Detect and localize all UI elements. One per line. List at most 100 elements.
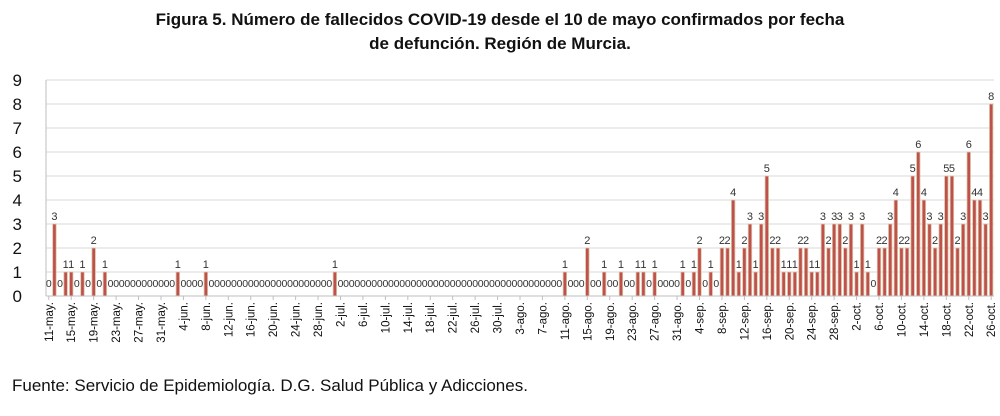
data-label: 0 (450, 278, 456, 290)
data-label: 0 (119, 278, 125, 290)
data-label: 1 (203, 259, 209, 271)
data-label: 0 (354, 278, 360, 290)
y-tick-label: 8 (13, 95, 22, 114)
data-label: 0 (444, 278, 450, 290)
data-label: 1 (708, 259, 714, 271)
data-label: 0 (158, 278, 164, 290)
bar (91, 247, 96, 297)
data-label: 0 (360, 278, 366, 290)
data-label: 3 (859, 211, 865, 223)
data-label: 0 (192, 278, 198, 290)
data-label: 0 (870, 278, 876, 290)
bar (938, 223, 943, 297)
x-tick-label: 8-jun. (201, 302, 213, 331)
data-label: 4 (971, 187, 977, 199)
data-label: 3 (820, 211, 826, 223)
data-label: 0 (500, 278, 506, 290)
bar (972, 199, 977, 297)
data-label: 0 (108, 278, 114, 290)
data-label: 0 (74, 278, 80, 290)
x-axis-ticks: 11-may. 15-may. 19-may. 23-may. 27-may. 31-ma… (44, 296, 998, 343)
data-label: 0 (130, 278, 136, 290)
data-label: 0 (579, 278, 585, 290)
data-label: 1 (562, 259, 568, 271)
data-label: 0 (136, 278, 142, 290)
bar (680, 271, 685, 297)
bar (921, 199, 927, 297)
data-label: 0 (377, 278, 383, 290)
data-label: 0 (281, 278, 287, 290)
bar (944, 175, 949, 297)
data-label: 0 (298, 278, 304, 290)
data-label: 0 (657, 278, 663, 290)
x-tick-label: 27-may. (134, 302, 146, 343)
data-label: 0 (607, 278, 613, 290)
x-tick-label: 31-ago. (672, 302, 684, 341)
bar (843, 247, 848, 297)
bar (989, 103, 994, 297)
bar (809, 271, 814, 297)
y-tick-label: 2 (13, 239, 22, 258)
data-label: 0 (551, 278, 557, 290)
data-label: 2 (797, 235, 803, 247)
bar (854, 271, 859, 297)
bar (697, 247, 702, 297)
bar (787, 271, 792, 297)
data-label: 0 (326, 278, 332, 290)
data-label: 1 (781, 259, 787, 271)
x-tick-label: 22-oct. (964, 302, 976, 337)
bar (865, 271, 870, 297)
x-tick-label: 4-jun. (178, 302, 190, 331)
bar (949, 175, 955, 297)
data-label: 1 (736, 259, 742, 271)
x-tick-label: 4-sep. (695, 302, 707, 334)
bar (562, 271, 568, 297)
data-label: 0 (612, 278, 618, 290)
data-label: 0 (573, 278, 579, 290)
data-label: 0 (371, 278, 377, 290)
data-label: 1 (63, 259, 69, 271)
data-label: 0 (349, 278, 355, 290)
x-tick-label: 11-may. (44, 302, 56, 342)
data-label: 0 (568, 278, 574, 290)
data-label: 5 (943, 163, 949, 175)
data-label: 1 (68, 259, 74, 271)
x-tick-label: 8-sep. (717, 302, 729, 334)
data-label: 0 (528, 278, 534, 290)
x-tick-label: 11-ago. (560, 302, 572, 340)
data-label: 0 (590, 278, 596, 290)
x-tick-label: 27-ago. (650, 302, 662, 341)
bar (203, 271, 209, 297)
data-label: 0 (483, 278, 489, 290)
x-tick-label: 24-jun. (291, 302, 303, 337)
data-label: 2 (724, 235, 730, 247)
gridlines (46, 79, 994, 273)
bar (820, 223, 826, 297)
bar (966, 151, 971, 297)
data-label: 0 (399, 278, 405, 290)
data-label: 0 (624, 278, 630, 290)
data-label: 4 (921, 187, 927, 199)
data-label: 0 (315, 278, 321, 290)
data-label: 0 (169, 278, 175, 290)
data-label: 0 (663, 278, 669, 290)
data-label: 0 (181, 278, 187, 290)
data-label: 2 (932, 235, 938, 247)
x-tick-label: 10-jul. (380, 302, 392, 333)
data-label: 3 (938, 211, 944, 223)
x-tick-label: 14-oct. (919, 302, 931, 337)
data-label: 1 (635, 259, 641, 271)
data-label: 2 (719, 235, 725, 247)
data-label: 2 (91, 235, 97, 247)
bar (764, 175, 769, 297)
data-label: 2 (954, 235, 960, 247)
bar (882, 247, 887, 297)
bar (759, 223, 764, 297)
chart-title-line1: Figura 5. Número de fallecidos COVID-19 … (155, 10, 845, 29)
data-label: 2 (825, 235, 831, 247)
data-label: 3 (831, 211, 837, 223)
bar (618, 271, 624, 297)
bar (635, 271, 640, 297)
data-label: 2 (769, 235, 775, 247)
